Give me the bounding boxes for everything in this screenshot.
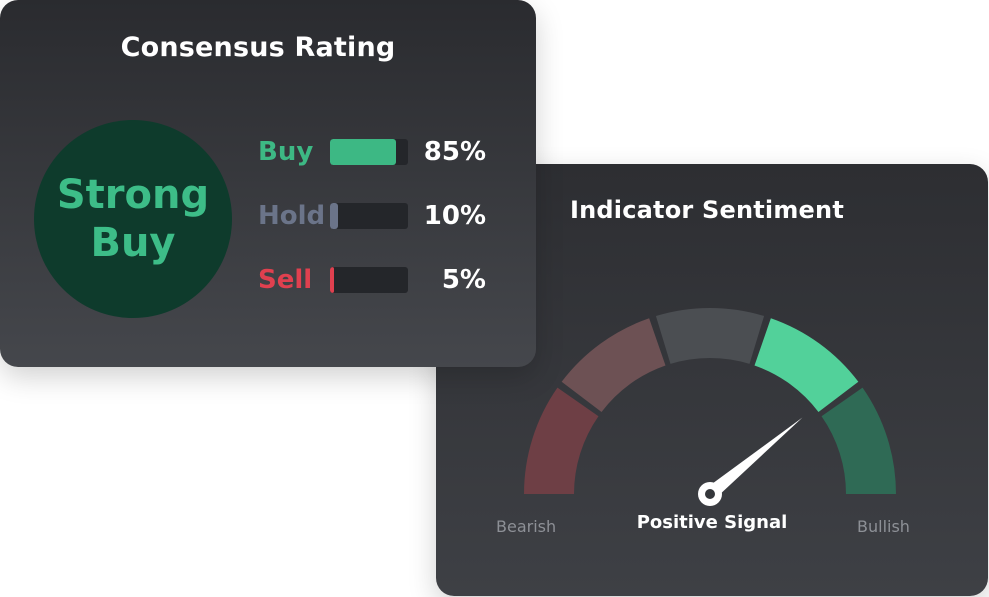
rating-percent-hold: 10%: [423, 201, 486, 231]
rating-label-sell: Sell: [258, 265, 313, 295]
rating-percent-buy: 85%: [423, 137, 486, 167]
rating-bar-buy: [330, 139, 408, 165]
verdict-text: Strong Buy: [43, 171, 223, 267]
signal-label: Positive Signal: [636, 512, 788, 533]
verdict-line-1: Strong: [56, 172, 210, 218]
gauge-needle: [698, 417, 803, 506]
indicator-sentiment-card: Indicator Sentiment Bearish Bullish Posi…: [436, 164, 988, 596]
gauge-segment-bearish: [561, 318, 666, 412]
consensus-title: Consensus Rating: [120, 32, 396, 63]
rating-label-hold: Hold: [258, 201, 326, 231]
rating-row-buy: Buy 85%: [258, 134, 498, 170]
rating-fill-buy: [330, 139, 397, 165]
consensus-rating-card: Consensus Rating Strong Buy Buy 85% Hold…: [0, 0, 536, 367]
rating-row-hold: Hold 10%: [258, 198, 498, 234]
rating-fill-sell: [330, 267, 334, 293]
gauge-segment-bullish: [754, 318, 859, 412]
rating-bar-sell: [330, 267, 408, 293]
needle-hub-center: [705, 489, 715, 499]
gauge-segment-neutral: [655, 308, 765, 364]
rating-bar-hold: [330, 203, 408, 229]
sentiment-title: Indicator Sentiment: [570, 196, 844, 224]
gauge-segment-strong-bearish: [524, 387, 599, 494]
rating-row-sell: Sell 5%: [258, 262, 498, 298]
bullish-label: Bullish: [857, 517, 910, 536]
rating-label-buy: Buy: [258, 137, 314, 167]
sentiment-gauge: [524, 308, 896, 506]
rating-fill-hold: [330, 203, 338, 229]
bearish-label: Bearish: [496, 517, 557, 536]
rating-percent-sell: 5%: [441, 265, 486, 295]
gauge-segment-strong-bullish: [821, 387, 896, 494]
verdict-badge: Strong Buy: [34, 120, 232, 318]
needle-pointer: [705, 417, 803, 500]
verdict-line-2: Buy: [90, 220, 176, 266]
gauge-segments: [524, 308, 896, 494]
